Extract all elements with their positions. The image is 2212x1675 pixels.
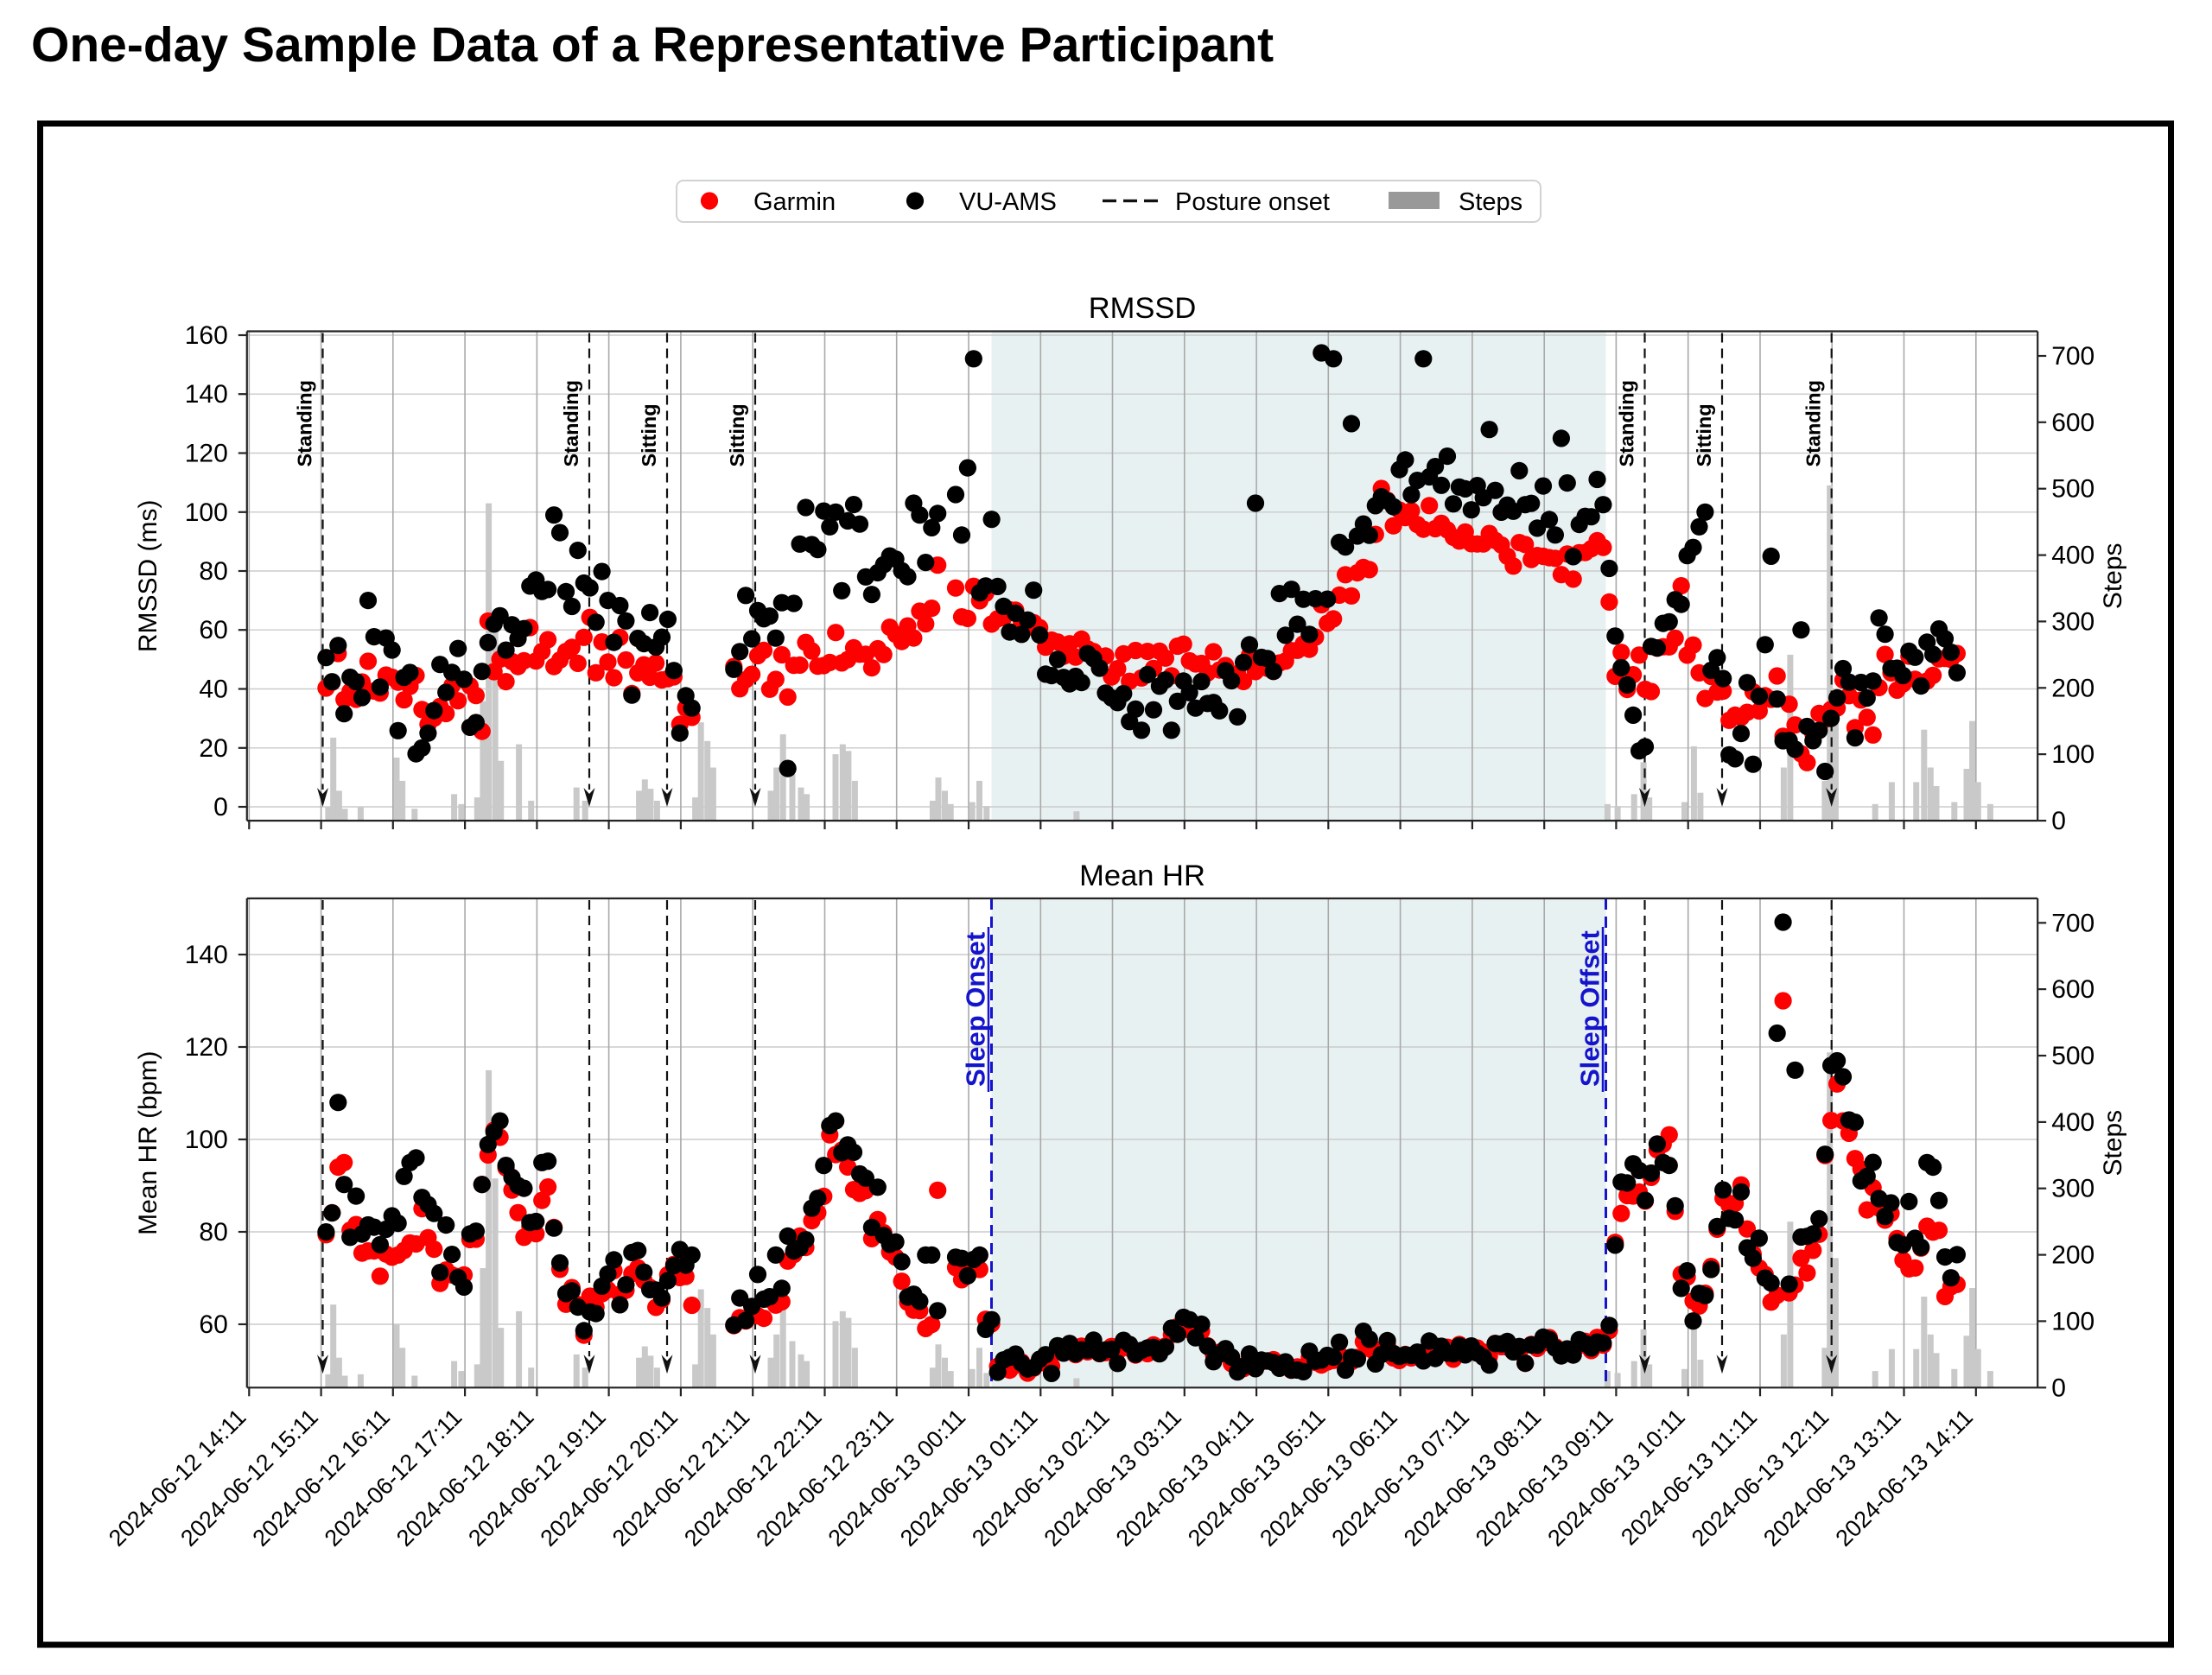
svg-text:500: 500 (2051, 475, 2094, 504)
svg-text:Steps: Steps (2099, 542, 2127, 609)
svg-text:Standing: Standing (294, 380, 316, 467)
svg-text:Standing: Standing (1802, 380, 1825, 467)
svg-text:60: 60 (199, 616, 227, 644)
svg-text:600: 600 (2051, 975, 2094, 1004)
svg-text:Mean HR (bpm): Mean HR (bpm) (134, 1051, 162, 1235)
svg-text:One-day Sample Data of a Repre: One-day Sample Data of a Representative … (31, 17, 1274, 73)
svg-text:0: 0 (213, 793, 228, 822)
svg-text:200: 200 (2051, 674, 2094, 702)
svg-text:200: 200 (2051, 1241, 2094, 1270)
svg-text:Mean HR: Mean HR (1079, 860, 1205, 892)
svg-text:400: 400 (2051, 542, 2094, 570)
svg-text:160: 160 (185, 321, 228, 350)
svg-text:300: 300 (2051, 607, 2094, 636)
svg-text:140: 140 (185, 380, 228, 409)
svg-text:Sitting: Sitting (726, 403, 748, 466)
svg-text:140: 140 (185, 941, 228, 969)
svg-text:Sitting: Sitting (638, 403, 660, 466)
svg-text:60: 60 (199, 1310, 227, 1339)
svg-text:100: 100 (185, 498, 228, 527)
svg-text:20: 20 (199, 734, 227, 763)
svg-text:Standing: Standing (560, 380, 582, 467)
svg-text:120: 120 (185, 440, 228, 468)
svg-text:0: 0 (2051, 807, 2066, 835)
svg-text:700: 700 (2051, 909, 2094, 937)
svg-text:700: 700 (2051, 342, 2094, 371)
svg-text:Standing: Standing (1616, 380, 1638, 467)
svg-text:Garmin: Garmin (753, 188, 836, 216)
svg-text:RMSSD: RMSSD (1089, 292, 1197, 325)
svg-text:120: 120 (185, 1033, 228, 1062)
svg-text:Steps: Steps (1459, 188, 1522, 216)
svg-text:0: 0 (2051, 1374, 2066, 1402)
svg-text:RMSSD (ms): RMSSD (ms) (134, 499, 162, 652)
svg-text:80: 80 (199, 557, 227, 586)
svg-text:100: 100 (185, 1126, 228, 1154)
svg-text:600: 600 (2051, 409, 2094, 437)
svg-text:40: 40 (199, 676, 227, 704)
svg-text:100: 100 (2051, 740, 2094, 769)
svg-text:VU-AMS: VU-AMS (959, 188, 1057, 216)
svg-text:Posture onset: Posture onset (1175, 188, 1330, 216)
svg-text:300: 300 (2051, 1175, 2094, 1203)
svg-text:Sleep Onset: Sleep Onset (961, 932, 991, 1087)
svg-text:500: 500 (2051, 1042, 2094, 1070)
svg-text:Steps: Steps (2099, 1110, 2127, 1177)
svg-text:400: 400 (2051, 1108, 2094, 1137)
svg-text:Sleep Offset: Sleep Offset (1575, 930, 1605, 1087)
svg-text:100: 100 (2051, 1307, 2094, 1336)
svg-text:80: 80 (199, 1218, 227, 1247)
svg-text:Sitting: Sitting (1693, 403, 1715, 466)
